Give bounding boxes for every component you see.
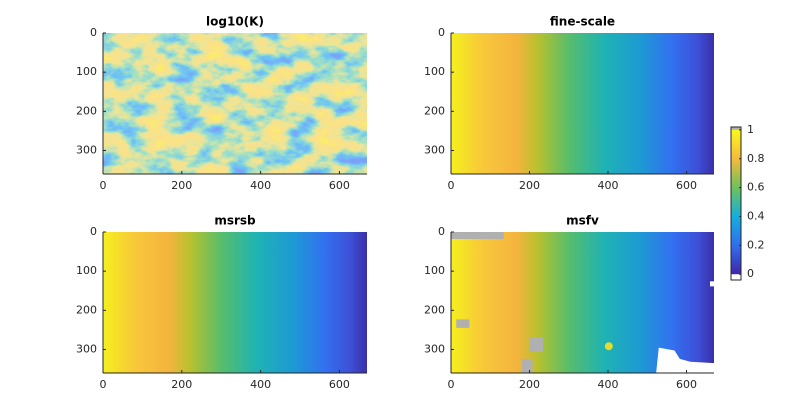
- y-tick-label: 100: [76, 264, 97, 277]
- colorbar-under: [731, 274, 741, 280]
- colorbar-over: [731, 127, 741, 130]
- y-tick-label: 300: [424, 343, 445, 356]
- x-tick-label: 600: [329, 378, 350, 391]
- chart-title: msrsb: [214, 214, 256, 228]
- y-tick-label: 0: [438, 225, 445, 238]
- colorbar-tick-label: 0: [747, 267, 754, 280]
- y-tick-label: 200: [76, 104, 97, 117]
- image-field: [451, 232, 714, 373]
- y-tick-label: 300: [424, 144, 445, 157]
- colorbar-frame: [730, 126, 742, 281]
- colorbar-tick-label: 0.6: [747, 181, 765, 194]
- missing-region: [710, 281, 714, 287]
- x-tick-label: 0: [448, 378, 455, 391]
- colorbar-scale: [731, 129, 741, 275]
- missing-region: [656, 347, 714, 373]
- colorbar-tick-label: 0.4: [747, 209, 765, 222]
- y-tick-label: 100: [424, 264, 445, 277]
- image-field: [451, 33, 714, 174]
- blotch: [604, 342, 613, 351]
- y-tick-label: 0: [90, 225, 97, 238]
- y-tick-label: 200: [424, 104, 445, 117]
- y-tick-label: 200: [76, 303, 97, 316]
- x-tick-label: 400: [250, 179, 271, 192]
- x-tick-label: 600: [329, 179, 350, 192]
- x-tick-label: 0: [448, 179, 455, 192]
- x-tick-label: 600: [676, 378, 697, 391]
- colorbar-tick-label: 1: [747, 123, 754, 136]
- image-field: [103, 33, 367, 174]
- chart-title: log10(K): [206, 15, 264, 29]
- x-tick-label: 0: [100, 378, 107, 391]
- x-tick-label: 400: [250, 378, 271, 391]
- y-tick-label: 100: [76, 65, 97, 78]
- x-tick-label: 400: [598, 179, 619, 192]
- missing-region: [522, 358, 533, 373]
- missing-region: [451, 232, 504, 240]
- x-tick-label: 200: [171, 378, 192, 391]
- chart-title: msfv: [566, 214, 599, 228]
- chart-title: fine-scale: [550, 15, 615, 29]
- missing-region: [529, 337, 544, 352]
- x-tick-label: 0: [100, 179, 107, 192]
- y-tick-label: 0: [90, 26, 97, 39]
- x-tick-label: 200: [519, 378, 540, 391]
- y-tick-label: 300: [76, 343, 97, 356]
- colorbar-tick-label: 0.2: [747, 238, 765, 251]
- x-tick-label: 200: [519, 179, 540, 192]
- y-tick-label: 100: [424, 65, 445, 78]
- y-tick-label: 200: [424, 303, 445, 316]
- x-tick-label: 200: [171, 179, 192, 192]
- missing-region: [456, 319, 470, 328]
- x-tick-label: 400: [598, 378, 619, 391]
- x-tick-label: 600: [676, 179, 697, 192]
- image-field: [103, 232, 367, 373]
- y-tick-label: 300: [76, 144, 97, 157]
- colorbar-tick-label: 0.8: [747, 152, 765, 165]
- y-tick-label: 0: [438, 26, 445, 39]
